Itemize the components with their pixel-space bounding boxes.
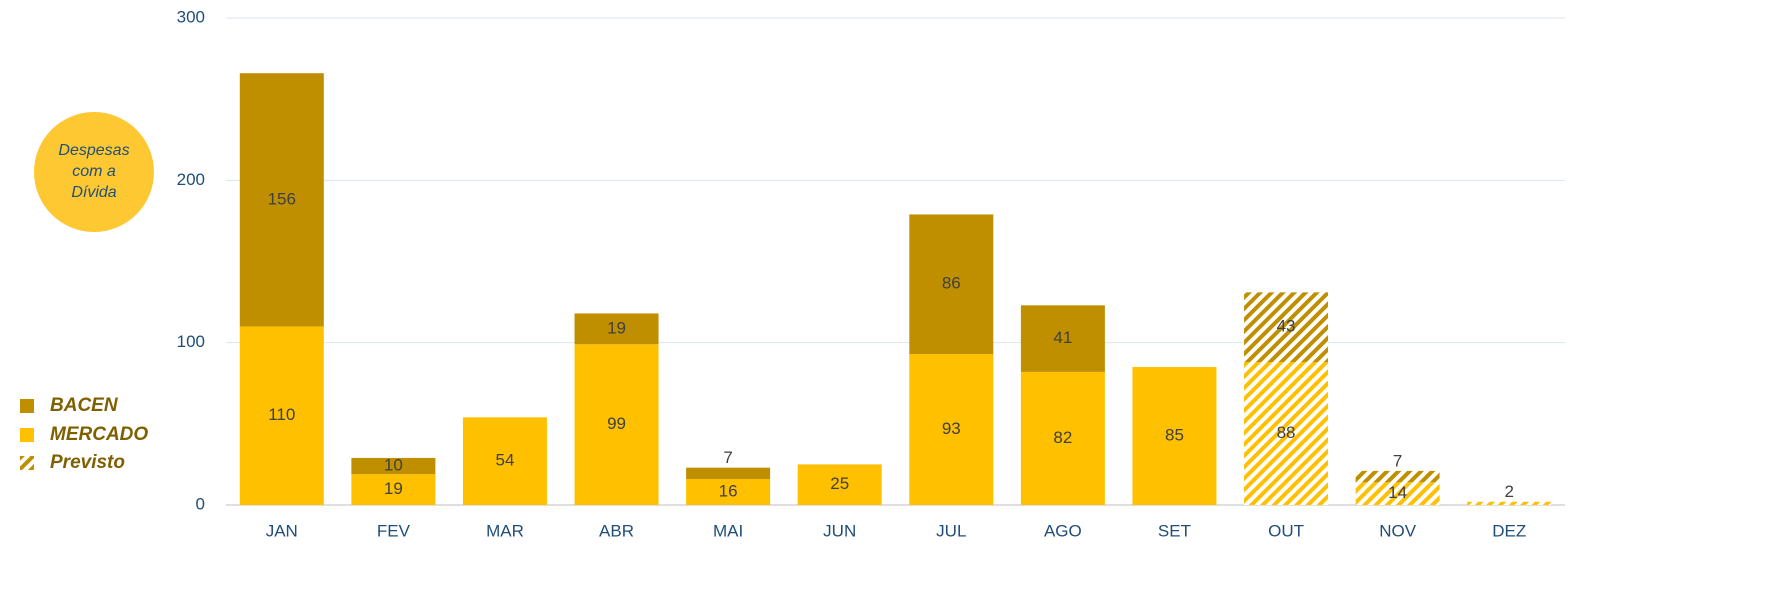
bar-segment (686, 467, 771, 480)
data-label: 19 (384, 479, 403, 498)
legend-label: BACEN (50, 395, 119, 416)
bar-segment (351, 474, 436, 505)
bar-segment (462, 417, 547, 505)
legend-swatch (20, 428, 34, 442)
data-label: 41 (1053, 328, 1072, 347)
x-tick-label: JUL (936, 521, 966, 540)
data-label: 86 (942, 274, 961, 293)
data-label: 82 (1053, 428, 1072, 447)
x-tick-label: SET (1158, 521, 1191, 540)
legend-swatch (20, 456, 34, 470)
y-tick-label: 300 (177, 7, 205, 26)
data-label: 93 (942, 419, 961, 438)
x-tick-label: MAI (713, 521, 743, 540)
bar-segment (1355, 470, 1440, 483)
bar-segment (351, 457, 436, 475)
data-label: 85 (1165, 425, 1184, 444)
badge-circle (34, 112, 154, 232)
x-tick-label: ABR (599, 521, 634, 540)
data-label: 7 (723, 448, 732, 467)
x-tick-label: FEV (377, 521, 411, 540)
x-tick-label: AGO (1044, 521, 1082, 540)
data-label: 54 (495, 451, 514, 470)
data-label: 2 (1504, 482, 1513, 501)
data-label: 10 (384, 456, 403, 475)
bar-segment (1132, 367, 1217, 505)
data-label: 14 (1388, 483, 1407, 502)
data-label: 110 (268, 405, 295, 424)
bar-segment (909, 214, 994, 355)
x-tick-label: DEZ (1492, 521, 1526, 540)
y-tick-label: 0 (196, 494, 205, 513)
x-tick-label: OUT (1268, 521, 1304, 540)
y-tick-label: 200 (177, 170, 205, 189)
legend-swatch (20, 399, 34, 413)
legend-label: MERCADO (50, 424, 148, 445)
badge-text: Despesas com a Dívida (58, 142, 130, 201)
data-label: 43 (1277, 317, 1296, 336)
bar-segment (239, 326, 324, 505)
bar-segment (686, 479, 771, 505)
data-label: 156 (268, 189, 296, 208)
data-label: 16 (719, 481, 738, 500)
x-tick-label: JUN (823, 521, 856, 540)
data-label: 88 (1277, 423, 1296, 442)
data-label: 25 (830, 474, 849, 493)
x-tick-label: JAN (266, 521, 298, 540)
bar-segment (574, 344, 659, 505)
bar-segment (1244, 362, 1329, 505)
bar-segment (1355, 482, 1440, 505)
bar-segment (239, 73, 324, 327)
bar-segment (1020, 305, 1105, 372)
x-tick-label: MAR (486, 521, 524, 540)
bar-segment (1467, 501, 1552, 505)
bar-segment (1020, 371, 1105, 505)
y-tick-label: 100 (177, 332, 205, 351)
bar-segment (797, 464, 882, 505)
bar-segment (1244, 292, 1329, 363)
data-label: 7 (1393, 451, 1402, 470)
bar-segment (909, 354, 994, 505)
data-label: 19 (607, 318, 626, 337)
x-tick-label: NOV (1379, 521, 1417, 540)
data-label: 99 (607, 414, 626, 433)
legend-label: Previsto (50, 452, 125, 473)
bar-segment (574, 313, 659, 345)
